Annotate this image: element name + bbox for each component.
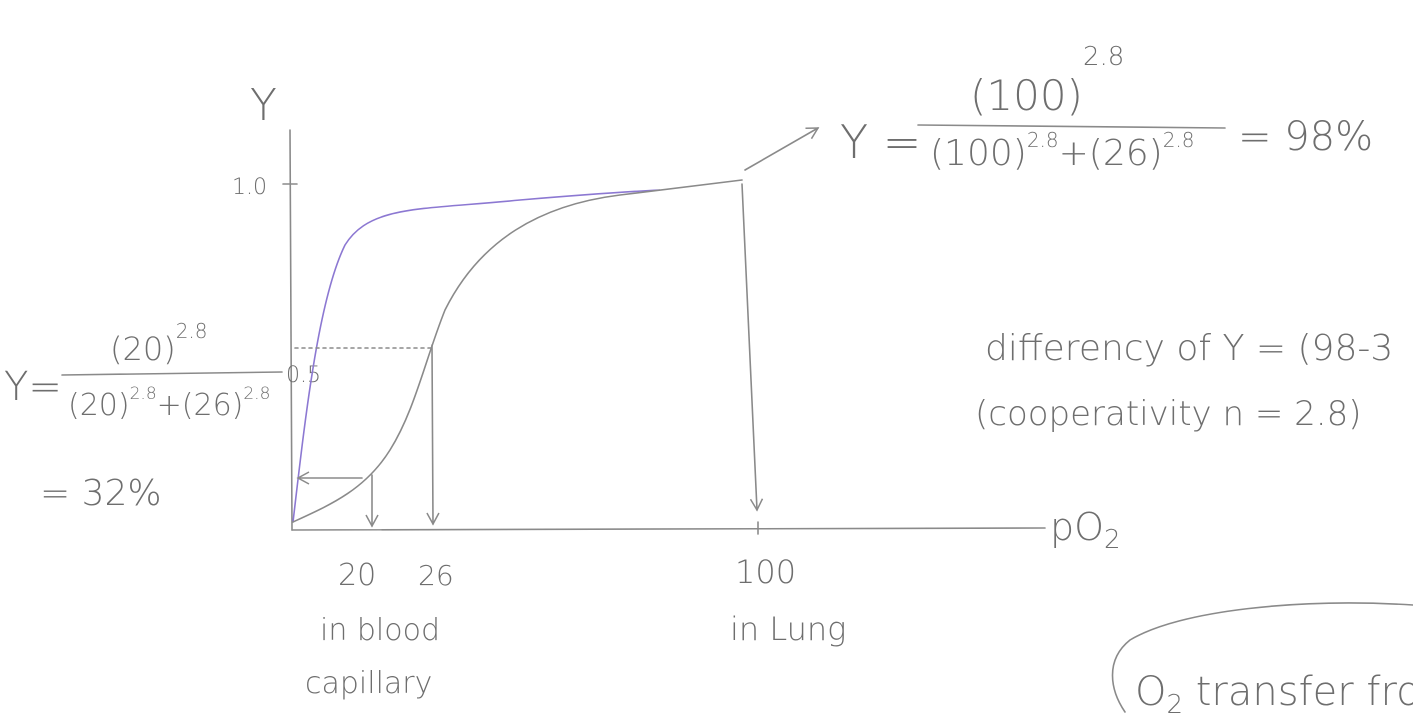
y-tick-label: 1.0: [232, 175, 267, 200]
formula-result: = 32%: [40, 473, 162, 514]
curve-low: [293, 180, 742, 522]
exponent: 2.8: [1163, 128, 1195, 152]
curve-high: [293, 190, 660, 522]
x-axis-label: pO2: [1050, 505, 1121, 555]
x-axis: [292, 528, 1045, 530]
note: capillary: [305, 666, 432, 701]
x-tick-label: 26: [418, 559, 454, 592]
note: in blood: [320, 613, 440, 648]
exponent: 2.8: [1083, 42, 1124, 72]
subscript: 2: [1104, 525, 1121, 555]
x-tick-label: 100: [735, 553, 796, 591]
exponent: 2.8: [130, 384, 157, 404]
label: transfer fro: [1183, 669, 1413, 715]
arrow: [745, 128, 818, 170]
formula-result: = 98%: [1238, 114, 1373, 160]
arrow: [742, 184, 757, 510]
y-tick-label: 0.5: [286, 363, 321, 388]
note: in Lung: [730, 610, 846, 648]
base: (100): [970, 71, 1083, 120]
label: pO: [1050, 505, 1104, 549]
fraction-bar: [62, 372, 282, 375]
y-axis-label: Y: [250, 80, 277, 131]
sketch: Y pO2 1.0 0.5 20 26 100 in blood capilla…: [0, 0, 1413, 715]
page: Y pO2 1.0 0.5 20 26 100 in blood capilla…: [0, 0, 1413, 715]
exponent: 2.8: [1027, 128, 1059, 152]
note: differency of Y = (98-3: [985, 328, 1393, 369]
denominator: (20)2.8+(26)2.8: [68, 384, 270, 423]
numerator: (20)2.8: [110, 319, 208, 368]
arrow: [432, 345, 433, 524]
base: +(26): [157, 388, 244, 423]
note: (cooperativity n = 2.8): [975, 394, 1361, 434]
base: +(26): [1059, 133, 1163, 174]
formula-lhs: Y =: [840, 115, 921, 169]
base: (100): [930, 133, 1027, 174]
box-text: O2 transfer fro: [1135, 669, 1413, 715]
numerator: (100)2.8: [970, 42, 1124, 120]
y-axis: [290, 130, 292, 530]
base: (20): [68, 388, 130, 423]
denominator: (100)2.8+(26)2.8: [930, 128, 1195, 174]
subscript: 2: [1166, 690, 1183, 715]
exponent: 2.8: [243, 384, 270, 404]
x-tick-label: 20: [338, 558, 376, 593]
formula-lhs: Y=: [4, 364, 62, 410]
exponent: 2.8: [176, 319, 208, 343]
base: (20): [110, 330, 176, 368]
label: O: [1135, 669, 1166, 715]
